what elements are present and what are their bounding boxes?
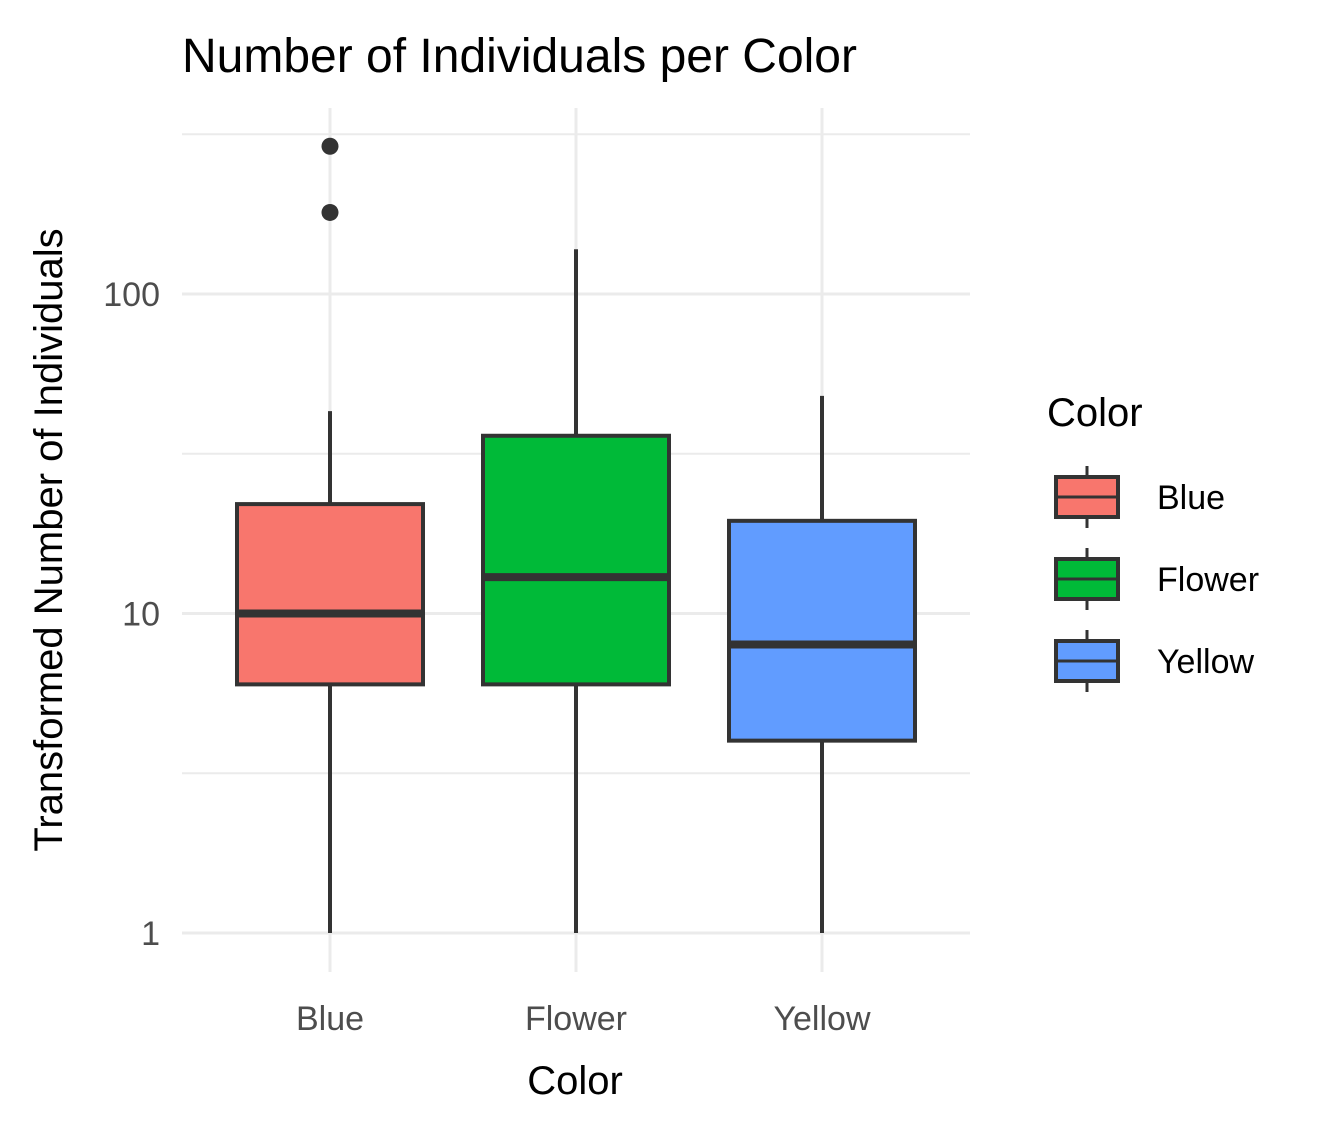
x-axis-ticks: Blue Flower Yellow [296, 1000, 871, 1038]
box-flower [481, 249, 671, 933]
x-axis-title: Color [527, 1059, 623, 1103]
outlier-point [321, 203, 339, 221]
y-tick-label: 1 [141, 915, 160, 953]
legend: Color Blue Flower Yellow [1047, 391, 1259, 692]
box-layer [235, 137, 917, 933]
x-tick-label: Blue [296, 1000, 364, 1038]
box-blue [235, 137, 425, 933]
box-iqr [727, 518, 917, 743]
legend-label: Blue [1157, 479, 1225, 517]
legend-item-flower: Flower [1054, 548, 1259, 610]
outlier-point [321, 137, 339, 155]
legend-item-blue: Blue [1054, 466, 1225, 528]
legend-item-yellow: Yellow [1054, 630, 1254, 692]
legend-title: Color [1047, 391, 1143, 435]
y-axis-ticks: 1 10 100 [103, 276, 160, 953]
legend-label: Yellow [1157, 643, 1254, 681]
box-iqr [235, 502, 425, 687]
chart-title: Number of Individuals per Color [182, 30, 857, 83]
x-tick-label: Yellow [773, 1000, 870, 1038]
box-iqr [481, 433, 671, 687]
y-axis-title: Transformed Number of Individuals [27, 228, 71, 851]
y-tick-label: 10 [122, 596, 160, 634]
legend-label: Flower [1157, 561, 1259, 599]
box-yellow [727, 395, 917, 933]
y-tick-label: 100 [103, 276, 160, 314]
x-tick-label: Flower [525, 1000, 627, 1038]
